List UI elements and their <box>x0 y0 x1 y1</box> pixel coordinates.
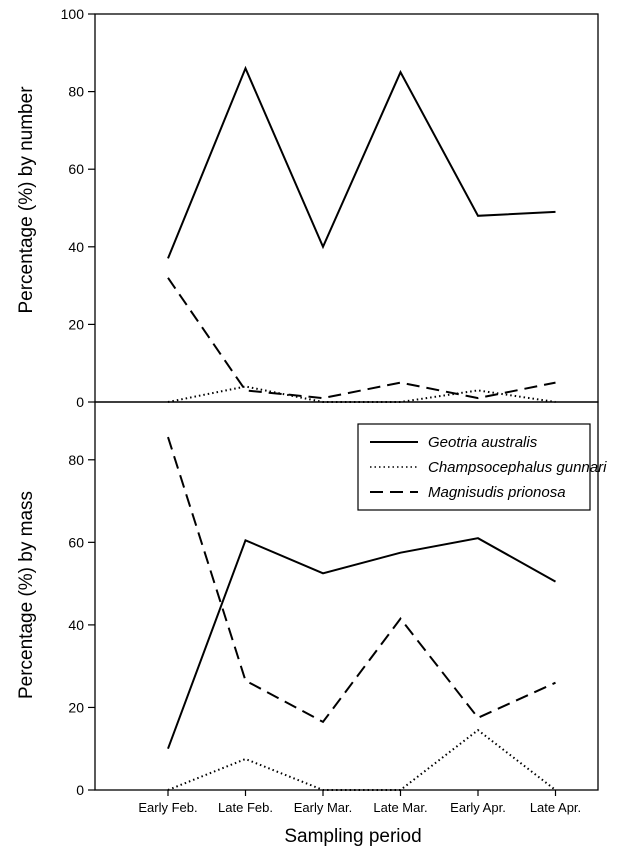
top-series-line-solid <box>167 65 556 259</box>
x-tick-label: Late Feb. <box>218 800 273 815</box>
legend-box <box>357 423 591 511</box>
bottom-y-axis-title: Percentage (%) by mass <box>16 491 37 699</box>
top-panel: 0 20 40 60 80 100 <box>61 6 599 410</box>
top-y-tick-label: 60 <box>68 161 84 177</box>
bottom-y-tick-label: 0 <box>76 782 84 798</box>
x-tick-label: Late Apr. <box>530 800 581 815</box>
bottom-y-tick-label: 60 <box>68 534 84 550</box>
bottom-y-tick-label: 20 <box>68 699 84 715</box>
bottom-series-line-solid <box>167 537 556 750</box>
legend-label: Magnisudis prionosa <box>428 484 566 501</box>
legend: Geotria australis Champsocephalus gunnari… <box>357 423 607 511</box>
top-y-tick-label: 40 <box>68 239 84 255</box>
top-y-tick-label: 80 <box>68 84 84 100</box>
x-tick-label: Early Feb. <box>138 800 197 815</box>
x-tick-label: Early Mar. <box>294 800 353 815</box>
top-y-tick-label: 0 <box>76 394 84 410</box>
top-y-tick-label: 20 <box>68 316 84 332</box>
top-y-axis-title: Percentage (%) by number <box>16 86 37 314</box>
top-plot-frame <box>94 13 599 403</box>
bottom-y-tick-label: 80 <box>68 452 84 468</box>
x-tick-label: Late Mar. <box>373 800 427 815</box>
bottom-y-tick-label: 40 <box>68 617 84 633</box>
bottom-series-line-dotted <box>167 728 557 791</box>
top-y-tick-label: 100 <box>61 6 85 22</box>
legend-label: Geotria australis <box>428 434 538 451</box>
top-series-line-dashed <box>167 277 556 400</box>
x-axis-title: Sampling period <box>284 826 421 847</box>
x-tick-label: Early Apr. <box>450 800 506 815</box>
bottom-panel: 0 20 40 60 80 Early Feb. Late Feb. Early Mar. La… <box>68 401 599 815</box>
bottom-series-line-dashed <box>167 436 556 724</box>
legend-label: Champsocephalus gunnari <box>428 459 607 476</box>
